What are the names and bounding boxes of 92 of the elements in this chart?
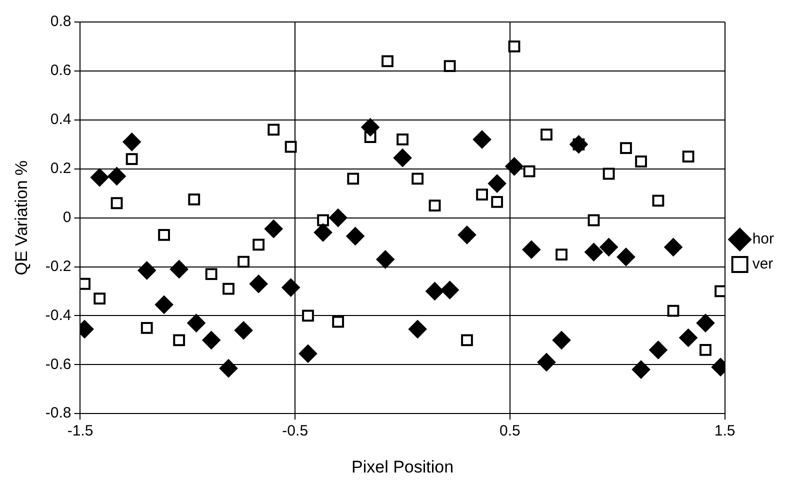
point (396, 134, 408, 146)
point (682, 150, 694, 163)
point (268, 124, 280, 136)
point (540, 128, 552, 141)
point (317, 214, 329, 226)
point (346, 227, 364, 246)
point (412, 172, 424, 185)
point (238, 256, 250, 268)
point (620, 142, 632, 154)
point (158, 228, 170, 241)
point (122, 132, 141, 151)
point (284, 140, 297, 153)
point (584, 243, 603, 262)
x-tick-label: -1.5 (67, 422, 94, 440)
point (537, 353, 556, 372)
point (140, 322, 153, 334)
point (126, 153, 138, 166)
point (428, 200, 441, 212)
point (488, 174, 506, 193)
point (602, 168, 615, 180)
y-tick-label: 0.8 (50, 13, 72, 30)
point (700, 344, 712, 356)
point (458, 226, 476, 244)
y-tick-label: -0.8 (45, 404, 72, 422)
point (667, 304, 680, 317)
point (332, 316, 344, 328)
y-tick-label: 0.4 (50, 111, 72, 128)
legend-label: ver (752, 256, 774, 273)
point (252, 238, 265, 251)
point (556, 248, 568, 260)
point (202, 331, 220, 350)
x-axis-title: Pixel Position (352, 457, 454, 476)
point (600, 238, 618, 256)
y-tick-label: 0.2 (50, 160, 72, 177)
point (187, 314, 206, 332)
point (552, 331, 571, 350)
point (90, 168, 109, 186)
point (138, 261, 156, 280)
point (652, 194, 664, 207)
point (664, 238, 682, 256)
point (108, 167, 126, 186)
point (508, 40, 520, 52)
point (94, 292, 106, 305)
legend-label: hor (752, 230, 774, 248)
x-tick-label: 0.5 (500, 422, 520, 440)
point (632, 360, 650, 379)
point (461, 334, 473, 346)
point (222, 282, 234, 295)
point (314, 223, 332, 242)
point (473, 130, 492, 148)
point (426, 282, 444, 300)
point (205, 268, 218, 280)
point (170, 260, 188, 278)
point (302, 310, 314, 322)
point (444, 60, 456, 72)
point (696, 314, 714, 332)
point (110, 197, 123, 210)
point (588, 214, 600, 226)
point (649, 340, 668, 359)
point (616, 248, 635, 266)
point (361, 118, 380, 136)
point (220, 359, 238, 378)
point (234, 321, 253, 340)
point (282, 278, 300, 297)
point (491, 196, 504, 208)
y-axis-title: QE Variation % (12, 160, 31, 276)
point (505, 157, 524, 176)
point (250, 274, 268, 293)
y-tick-label: -0.4 (45, 306, 72, 324)
y-tick-label: -0.6 (45, 356, 72, 373)
point (523, 165, 536, 178)
point (376, 250, 394, 268)
point (408, 320, 427, 338)
point (382, 55, 394, 68)
point (347, 172, 360, 185)
y-tick-label: 0 (62, 208, 72, 226)
point (329, 208, 348, 227)
point (298, 344, 317, 363)
point (440, 281, 459, 299)
point (522, 240, 540, 259)
x-tick-label: 1.5 (714, 422, 736, 440)
point (264, 220, 283, 238)
point (679, 328, 698, 347)
point (394, 148, 412, 167)
point (476, 188, 488, 200)
point (188, 193, 200, 206)
y-tick-label: 0.6 (50, 62, 72, 80)
point (155, 296, 174, 314)
y-tick-label: -0.2 (45, 258, 72, 275)
x-tick-label: -0.5 (282, 422, 308, 440)
point (635, 156, 647, 168)
point (173, 334, 186, 346)
